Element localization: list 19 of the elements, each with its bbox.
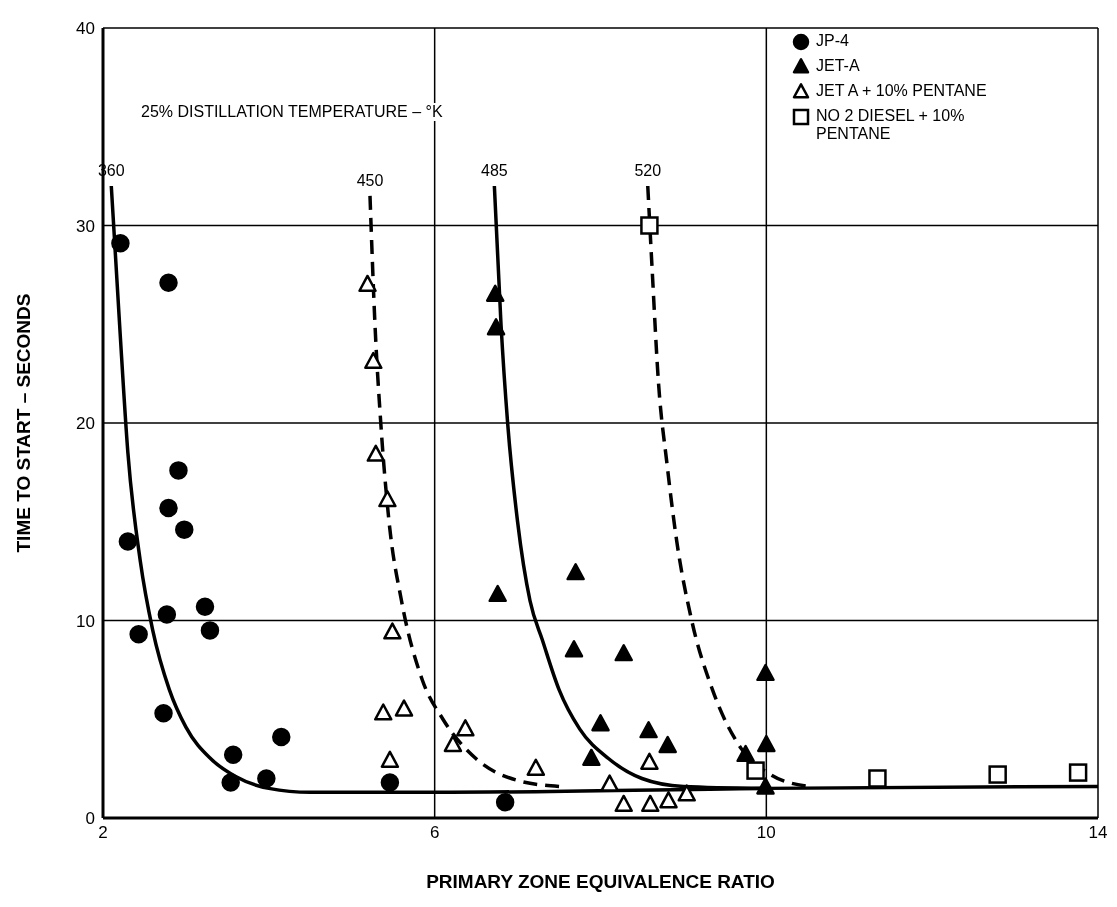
- legend-label: JET-A: [816, 57, 861, 75]
- x-tick-label: 2: [98, 823, 108, 843]
- x-tick-label: 6: [429, 823, 440, 843]
- y-tick-label: 20: [76, 414, 95, 434]
- annotation: 520: [634, 162, 662, 179]
- annotation: 485: [481, 162, 508, 179]
- legend-label: JET A + 10% PENTANE: [816, 82, 988, 100]
- legend-label: NO 2 DIESEL + 10% PENTANE: [816, 107, 966, 143]
- annotation: 450: [356, 171, 384, 189]
- y-tick-label: 0: [85, 809, 95, 829]
- y-tick-label: 40: [76, 19, 95, 39]
- annotation: 25% DISTILLATION TEMPERATURE – °K: [138, 103, 446, 121]
- legend-label: JP-4: [816, 32, 850, 50]
- x-tick-label: 14: [1088, 823, 1108, 843]
- y-tick-label: 10: [76, 611, 95, 631]
- y-axis-title: TIME TO START – SECONDS: [12, 293, 34, 553]
- x-tick-label: 10: [756, 823, 776, 843]
- x-axis-title: PRIMARY ZONE EQUIVALENCE RATIO: [426, 871, 775, 892]
- y-tick-label: 30: [76, 216, 95, 236]
